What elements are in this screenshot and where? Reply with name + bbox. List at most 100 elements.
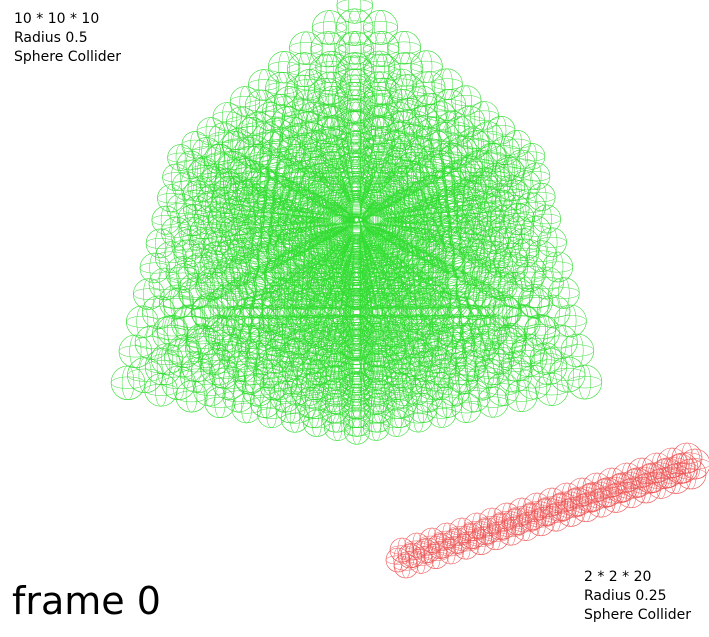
- green-sphere-meridian: [404, 124, 419, 163]
- green-sphere-equator: [258, 129, 295, 142]
- green-sphere-equator: [336, 0, 373, 12]
- green-sphere-equator: [459, 183, 487, 193]
- green-sphere-meridian: [393, 398, 405, 428]
- green-sphere-equator: [320, 374, 350, 386]
- green-sphere-meridian: [441, 386, 453, 418]
- green-sphere-meridian: [315, 265, 332, 309]
- green-sphere-meridian: [495, 116, 507, 145]
- green-sphere-meridian: [324, 175, 337, 210]
- green-sphere: [268, 51, 301, 84]
- green-sphere-equator: [440, 335, 476, 349]
- green-sphere-equator: [213, 186, 248, 200]
- green-sphere-meridian: [486, 347, 500, 385]
- green-sphere-meridian: [165, 241, 177, 273]
- green-sphere-equator: [175, 390, 208, 403]
- green-sphere-meridian: [308, 272, 327, 323]
- green-sphere-equator: [259, 159, 288, 170]
- green-sphere-meridian: [402, 356, 416, 393]
- green-sphere-meridian: [455, 272, 469, 309]
- green-sphere-equator: [201, 251, 233, 263]
- green-sphere-equator: [385, 367, 416, 379]
- green-sphere-meridian: [441, 68, 453, 100]
- frame-counter: frame 0: [12, 579, 161, 623]
- green-sphere-meridian: [327, 106, 339, 138]
- green-sphere-meridian: [373, 71, 386, 105]
- green-sphere-meridian: [187, 204, 199, 236]
- green-sphere-meridian: [280, 249, 297, 295]
- green-sphere-equator: [148, 278, 182, 290]
- green-sphere-equator: [456, 213, 489, 225]
- green-sphere-equator: [262, 376, 298, 389]
- green-sphere: [408, 106, 440, 138]
- green-sphere-meridian: [316, 132, 332, 174]
- red-sphere-meridian: [405, 543, 415, 569]
- green-sphere-meridian: [377, 292, 392, 332]
- green-sphere-meridian: [176, 193, 187, 224]
- green-sphere-meridian: [311, 232, 328, 280]
- green-sphere-meridian: [314, 163, 331, 207]
- green-sphere-equator: [479, 250, 511, 263]
- green-sphere-meridian: [329, 393, 340, 424]
- green-sphere-equator: [338, 254, 374, 267]
- green-sphere-equator: [203, 241, 240, 255]
- green-sphere-meridian: [457, 136, 468, 166]
- green-sphere-meridian: [503, 227, 514, 258]
- green-sphere-equator: [297, 367, 328, 379]
- green-sphere-equator: [417, 326, 454, 340]
- green-sphere-meridian: [525, 192, 537, 223]
- green-sphere-equator: [191, 306, 225, 319]
- green-sphere-equator: [314, 345, 349, 357]
- green-sphere-meridian: [214, 230, 229, 267]
- green-sphere-meridian: [194, 252, 205, 284]
- red-sphere-meridian: [420, 538, 430, 564]
- green-sphere-equator: [511, 344, 545, 357]
- green-sphere-equator: [451, 95, 482, 106]
- green-sphere-meridian: [293, 353, 303, 380]
- green-sphere-equator: [365, 247, 414, 265]
- green-sphere-equator: [425, 314, 455, 326]
- green-sphere: [536, 294, 571, 329]
- green-sphere-equator: [363, 90, 403, 104]
- green-sphere-meridian: [348, 215, 362, 254]
- green-sphere-meridian: [237, 180, 249, 212]
- green-sphere-equator: [426, 110, 456, 122]
- green-sphere-meridian: [155, 228, 166, 259]
- green-sphere-equator: [311, 128, 347, 142]
- green-sphere-equator: [171, 316, 209, 330]
- green-sphere-meridian: [258, 69, 270, 101]
- green-sphere-meridian: [435, 199, 450, 239]
- green-sphere-meridian: [351, 306, 362, 335]
- green-sphere-equator: [342, 408, 372, 419]
- green-sphere-equator: [265, 264, 311, 281]
- green-sphere-meridian: [171, 163, 181, 191]
- green-sphere-equator: [134, 336, 170, 349]
- green-sphere-meridian: [163, 315, 177, 352]
- green-sphere-meridian: [507, 356, 521, 393]
- green-sphere-meridian: [251, 111, 264, 145]
- red-sphere-meridian: [689, 448, 701, 480]
- green-sphere-meridian: [155, 373, 167, 407]
- green-sphere-equator: [278, 350, 318, 365]
- green-sphere-meridian: [425, 93, 438, 128]
- green-sphere-meridian: [434, 292, 450, 332]
- green-sphere-meridian: [350, 373, 363, 407]
- green-sphere-equator: [214, 292, 255, 308]
- green-sphere-meridian: [348, 304, 363, 342]
- green-sphere-meridian: [422, 71, 435, 105]
- green-sphere-equator: [308, 272, 347, 286]
- green-sphere-meridian: [535, 314, 549, 351]
- green-sphere-equator: [336, 227, 375, 241]
- green-sphere-equator: [327, 271, 381, 291]
- green-sphere-equator: [415, 128, 452, 142]
- green-sphere-meridian: [265, 260, 279, 298]
- green-sphere-meridian: [413, 404, 424, 433]
- small-block-info: 2 * 2 * 20 Radius 0.25 Sphere Collider: [584, 568, 691, 625]
- green-sphere-equator: [251, 182, 290, 197]
- green-sphere-equator: [182, 190, 214, 202]
- green-sphere-meridian: [347, 315, 363, 359]
- green-sphere-meridian: [176, 256, 189, 290]
- green-sphere-meridian: [396, 386, 408, 418]
- green-sphere-meridian: [546, 227, 558, 258]
- red-sphere-meridian: [644, 463, 656, 494]
- green-sphere-equator: [243, 244, 285, 260]
